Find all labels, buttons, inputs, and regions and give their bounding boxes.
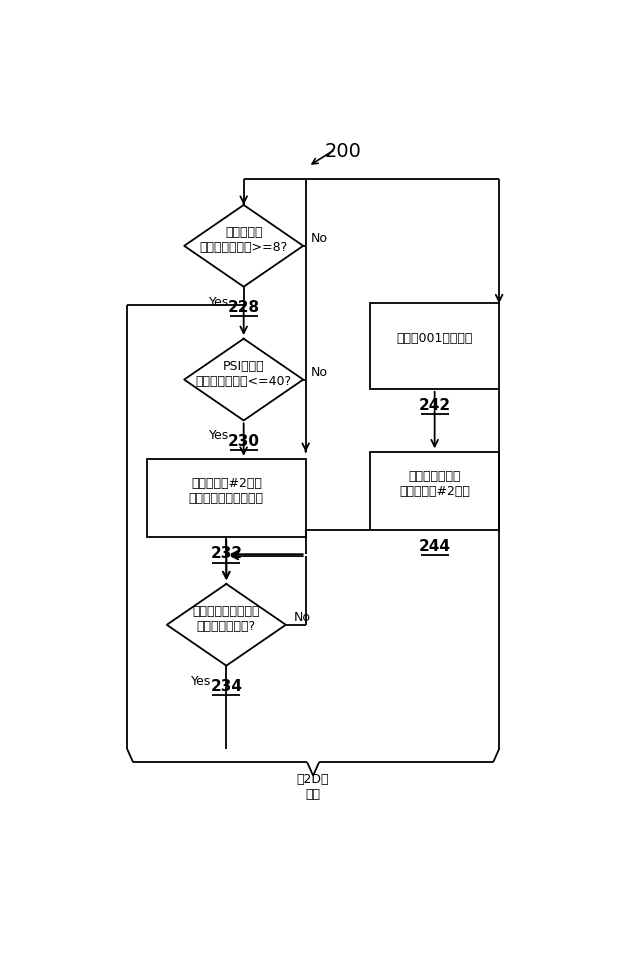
Text: Yes: Yes [209,429,229,442]
Text: 228: 228 [228,300,260,315]
Text: No: No [293,611,310,623]
Text: 昇圧ポンプ停止
昇圧ポンプ#2停止: 昇圧ポンプ停止 昇圧ポンプ#2停止 [399,470,470,498]
Text: 200: 200 [324,142,362,161]
Text: 244: 244 [419,538,451,554]
Text: 232: 232 [211,546,243,562]
Polygon shape [184,339,303,421]
Bar [370,303,499,389]
Text: 昇圧ポンプ#2作動
昇圧ポンプタイマ始動: 昇圧ポンプ#2作動 昇圧ポンプタイマ始動 [189,477,264,505]
Polygon shape [167,584,286,666]
Text: No: No [310,366,328,378]
Text: No: No [310,232,328,245]
Polygon shape [184,205,303,287]
Bar [370,452,499,530]
Text: PSIタンク
フィードバック<=40?: PSIタンク フィードバック<=40? [196,360,292,388]
Text: フラグ001を落とす: フラグ001を落とす [396,332,473,345]
Bar [147,459,306,538]
Text: 230: 230 [228,433,260,449]
Text: 234: 234 [211,679,243,694]
Text: 井戸タンク
フィードバック>=8?: 井戸タンク フィードバック>=8? [200,226,288,254]
Text: 図2Dに
続く: 図2Dに 続く [297,773,330,801]
Text: 242: 242 [419,398,451,413]
Text: 昇圧ポンプタイマは
終わっているか?: 昇圧ポンプタイマは 終わっているか? [193,605,260,633]
Text: Yes: Yes [191,675,212,688]
Text: Yes: Yes [209,295,229,309]
